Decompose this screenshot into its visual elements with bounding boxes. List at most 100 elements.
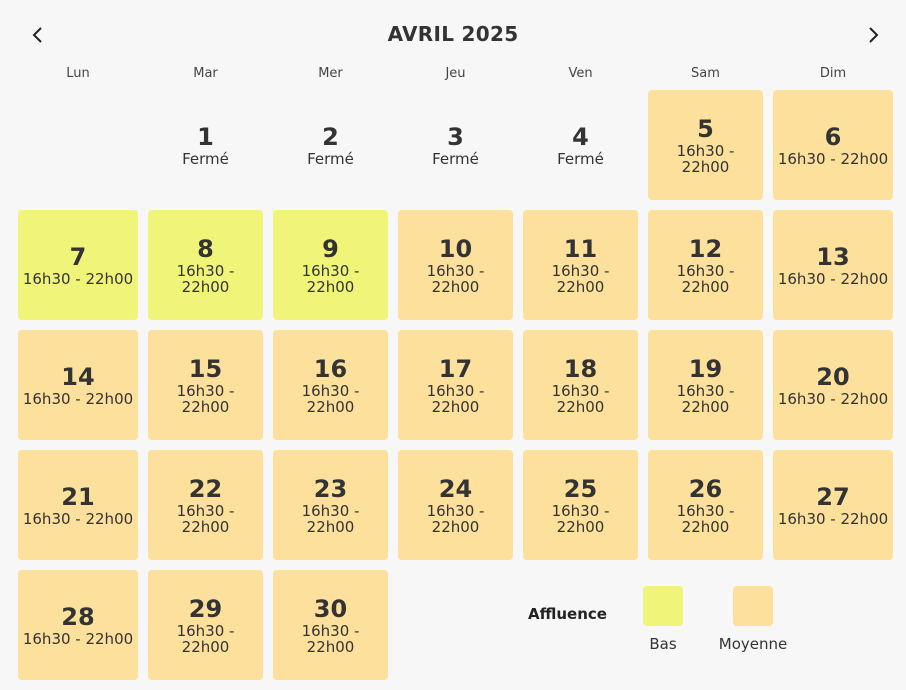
day-number: 13 [816,243,850,271]
day-number: 28 [61,603,95,631]
calendar-day-8[interactable]: 8 16h30 - 22h00 [148,210,263,320]
legend-swatch-bas [643,586,683,626]
calendar-day-16[interactable]: 16 16h30 - 22h00 [273,330,388,440]
day-number: 27 [816,483,850,511]
next-month-button[interactable] [859,20,889,50]
calendar-day-28[interactable]: 28 16h30 - 22h00 [18,570,138,680]
day-number: 30 [313,595,348,623]
day-hours: 16h30 - 22h00 [777,390,889,408]
day-closed-label: Fermé [182,150,229,168]
day-hours: 16h30 - 22h00 [551,502,610,536]
calendar-day-30[interactable]: 30 16h30 - 22h00 [273,570,388,680]
day-number: 19 [688,355,723,383]
legend-swatch-moyenne [733,586,773,626]
calendar-day-3: 3 Fermé [398,90,513,200]
calendar-day-20[interactable]: 20 16h30 - 22h00 [773,330,893,440]
day-number: 17 [438,355,473,383]
calendar-day-7[interactable]: 7 16h30 - 22h00 [18,210,138,320]
day-number: 4 [572,123,589,151]
day-hours: 16h30 - 22h00 [176,262,235,296]
weekday-jeu: Jeu [445,66,466,81]
day-hours: 16h30 - 22h00 [426,502,485,536]
day-number: 9 [322,235,339,263]
day-number: 5 [697,115,714,143]
day-hours: 16h30 - 22h00 [426,382,485,416]
day-number: 11 [563,235,598,263]
calendar-day-22[interactable]: 22 16h30 - 22h00 [148,450,263,560]
day-hours: 16h30 - 22h00 [301,382,360,416]
calendar-day-23[interactable]: 23 16h30 - 22h00 [273,450,388,560]
day-number: 16 [313,355,348,383]
calendar-day-5[interactable]: 5 16h30 - 22h00 [648,90,763,200]
day-number: 10 [438,235,473,263]
day-number: 22 [188,475,223,503]
calendar-day-11[interactable]: 11 16h30 - 22h00 [523,210,638,320]
day-number: 18 [563,355,598,383]
day-hours: 16h30 - 22h00 [176,622,235,656]
day-number: 2 [322,123,339,151]
day-number: 26 [688,475,723,503]
day-hours: 16h30 - 22h00 [676,142,735,176]
calendar-day-2: 2 Fermé [273,90,388,200]
calendar-day-12[interactable]: 12 16h30 - 22h00 [648,210,763,320]
calendar-day-24[interactable]: 24 16h30 - 22h00 [398,450,513,560]
calendar-day-17[interactable]: 17 16h30 - 22h00 [398,330,513,440]
calendar-day-27[interactable]: 27 16h30 - 22h00 [773,450,893,560]
day-number: 20 [816,363,850,391]
weekday-mar: Mar [193,66,218,81]
weekday-lun: Lun [66,66,90,81]
day-number: 8 [197,235,214,263]
calendar-day-18[interactable]: 18 16h30 - 22h00 [523,330,638,440]
day-hours: 16h30 - 22h00 [551,382,610,416]
calendar-day-10[interactable]: 10 16h30 - 22h00 [398,210,513,320]
chevron-left-icon [32,27,42,43]
day-number: 7 [69,243,87,271]
calendar-day-25[interactable]: 25 16h30 - 22h00 [523,450,638,560]
calendar-day-6[interactable]: 6 16h30 - 22h00 [773,90,893,200]
day-number: 15 [188,355,223,383]
calendar-day-19[interactable]: 19 16h30 - 22h00 [648,330,763,440]
day-hours: 16h30 - 22h00 [22,510,134,528]
day-hours: 16h30 - 22h00 [426,262,485,296]
weekday-mer: Mer [318,66,343,81]
day-number: 14 [61,363,95,391]
calendar-day-15[interactable]: 15 16h30 - 22h00 [148,330,263,440]
day-hours: 16h30 - 22h00 [22,390,134,408]
day-hours: 16h30 - 22h00 [301,262,360,296]
day-number: 24 [438,475,473,503]
calendar-day-9[interactable]: 9 16h30 - 22h00 [273,210,388,320]
day-number: 3 [447,123,464,151]
day-number: 21 [61,483,95,511]
day-closed-label: Fermé [307,150,354,168]
day-hours: 16h30 - 22h00 [777,150,889,168]
calendar-day-14[interactable]: 14 16h30 - 22h00 [18,330,138,440]
day-hours: 16h30 - 22h00 [777,270,889,288]
day-number: 29 [188,595,223,623]
day-number: 23 [313,475,348,503]
day-hours: 16h30 - 22h00 [551,262,610,296]
calendar-day-21[interactable]: 21 16h30 - 22h00 [18,450,138,560]
calendar-day-1: 1 Fermé [148,90,263,200]
day-hours: 16h30 - 22h00 [176,502,235,536]
legend: Affluence Bas Moyenne [520,580,810,660]
day-closed-label: Fermé [432,150,479,168]
chevron-right-icon [869,27,879,43]
calendar-day-26[interactable]: 26 16h30 - 22h00 [648,450,763,560]
calendar-day-29[interactable]: 29 16h30 - 22h00 [148,570,263,680]
calendar-day-4: 4 Fermé [523,90,638,200]
calendar-header: AVRIL 2025 [0,0,906,70]
day-number: 25 [563,475,598,503]
day-hours: 16h30 - 22h00 [777,510,889,528]
weekday-ven: Ven [568,66,593,81]
day-hours: 16h30 - 22h00 [301,622,360,656]
weekday-header-row: Lun Mar Mer Jeu Ven Sam Dim [0,66,906,86]
day-hours: 16h30 - 22h00 [301,502,360,536]
day-hours: 16h30 - 22h00 [176,382,235,416]
prev-month-button[interactable] [22,20,52,50]
weekday-dim: Dim [819,66,847,81]
day-hours: 16h30 - 22h00 [676,382,735,416]
day-closed-label: Fermé [557,150,604,168]
month-title: AVRIL 2025 [387,22,519,46]
calendar-day-13[interactable]: 13 16h30 - 22h00 [773,210,893,320]
day-number: 1 [197,123,214,151]
